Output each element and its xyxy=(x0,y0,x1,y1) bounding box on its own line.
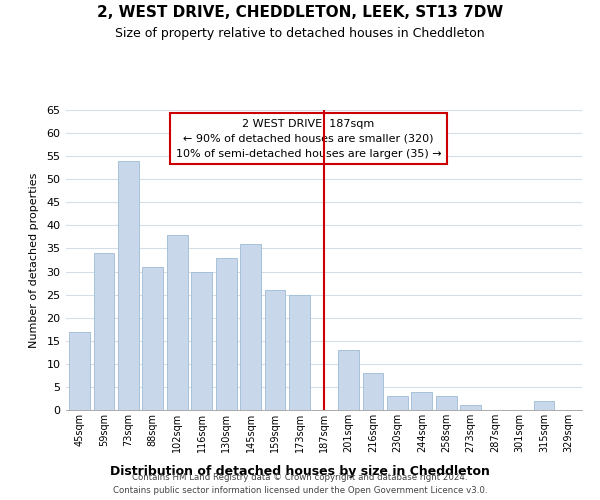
Bar xyxy=(289,294,310,410)
Bar xyxy=(94,253,114,410)
Bar xyxy=(191,272,212,410)
Text: 2, WEST DRIVE, CHEDDLETON, LEEK, ST13 7DW: 2, WEST DRIVE, CHEDDLETON, LEEK, ST13 7D… xyxy=(97,5,503,20)
Bar xyxy=(534,401,554,410)
Bar xyxy=(265,290,286,410)
Y-axis label: Number of detached properties: Number of detached properties xyxy=(29,172,40,348)
Text: Distribution of detached houses by size in Cheddleton: Distribution of detached houses by size … xyxy=(110,465,490,478)
Bar xyxy=(167,234,188,410)
Text: Size of property relative to detached houses in Cheddleton: Size of property relative to detached ho… xyxy=(115,28,485,40)
Bar xyxy=(240,244,261,410)
Bar xyxy=(142,267,163,410)
Bar xyxy=(412,392,432,410)
Bar xyxy=(338,350,359,410)
Bar xyxy=(216,258,236,410)
Text: 2 WEST DRIVE: 187sqm
← 90% of detached houses are smaller (320)
10% of semi-deta: 2 WEST DRIVE: 187sqm ← 90% of detached h… xyxy=(176,119,442,158)
Bar xyxy=(460,406,481,410)
Bar xyxy=(69,332,90,410)
Bar xyxy=(118,161,139,410)
Text: Contains HM Land Registry data © Crown copyright and database right 2024.
Contai: Contains HM Land Registry data © Crown c… xyxy=(113,474,487,495)
Bar xyxy=(436,396,457,410)
Bar xyxy=(362,373,383,410)
Bar xyxy=(387,396,408,410)
